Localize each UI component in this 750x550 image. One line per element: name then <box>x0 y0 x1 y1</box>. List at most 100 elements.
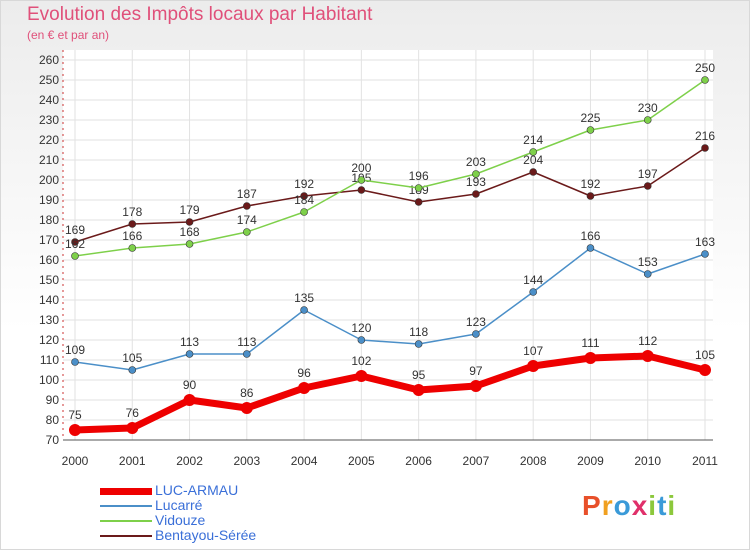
legend-label: Bentayou-Sérée <box>155 527 257 543</box>
data-point <box>300 192 308 200</box>
data-point <box>529 168 537 176</box>
data-point <box>701 76 709 84</box>
y-tick-label: 90 <box>46 393 60 407</box>
data-label: 105 <box>695 348 715 362</box>
chart-title: Evolution des Impôts locaux par Habitant <box>27 4 373 25</box>
data-point <box>701 250 709 258</box>
data-point <box>643 270 652 278</box>
data-label: 163 <box>695 235 715 249</box>
data-point <box>300 306 308 314</box>
brand-letter: r <box>601 490 614 521</box>
x-tick-label: 2002 <box>176 454 203 468</box>
x-tick-label: 2005 <box>348 454 375 468</box>
brand-letter: t <box>657 490 668 521</box>
data-label: 153 <box>638 255 658 269</box>
x-tick-label: 2010 <box>634 454 661 468</box>
legend-swatch <box>100 487 152 495</box>
data-label: 169 <box>65 223 85 237</box>
data-point <box>584 352 597 364</box>
data-point <box>183 394 196 406</box>
data-point <box>126 422 139 434</box>
chart-subtitle: (en € et par an) <box>27 28 110 42</box>
data-point <box>586 192 595 200</box>
data-label: 203 <box>466 155 486 169</box>
data-label: 135 <box>294 291 314 305</box>
data-label: 109 <box>65 343 85 357</box>
data-point <box>298 382 311 394</box>
y-tick-label: 130 <box>39 313 59 327</box>
x-tick-label: 2003 <box>233 454 260 468</box>
data-label: 168 <box>180 225 200 239</box>
data-label: 86 <box>240 386 254 400</box>
data-point <box>71 238 79 246</box>
data-point <box>243 350 251 358</box>
data-point <box>529 288 537 296</box>
brand-letter: x <box>631 490 649 521</box>
brand-logo: Proxiti <box>582 490 676 522</box>
data-point <box>472 330 480 338</box>
y-tick-label: 250 <box>39 73 59 87</box>
data-label: 107 <box>523 344 543 358</box>
data-point <box>414 184 423 192</box>
data-point <box>643 116 652 124</box>
data-point <box>69 424 81 436</box>
data-label: 200 <box>351 161 371 175</box>
y-tick-label: 200 <box>39 173 59 187</box>
data-label: 118 <box>409 325 428 339</box>
data-label: 123 <box>466 315 486 329</box>
data-label: 113 <box>237 335 256 349</box>
data-point <box>71 252 79 260</box>
data-label: 105 <box>122 351 142 365</box>
y-tick-label: 110 <box>40 353 59 367</box>
data-label: 197 <box>638 167 658 181</box>
y-tick-label: 120 <box>39 333 59 347</box>
y-tick-label: 70 <box>46 433 60 447</box>
data-label: 166 <box>580 229 600 243</box>
series-line <box>74 247 706 371</box>
data-label: 75 <box>68 408 82 422</box>
y-tick-label: 170 <box>39 233 59 247</box>
data-point <box>128 244 137 252</box>
data-point <box>469 380 482 392</box>
data-label: 102 <box>351 354 371 368</box>
data-point <box>185 350 194 358</box>
data-point <box>414 198 423 206</box>
data-label: 193 <box>466 175 486 189</box>
x-tick-label: 2006 <box>405 454 432 468</box>
data-point <box>701 144 709 152</box>
x-tick-label: 2009 <box>577 454 604 468</box>
data-label: 216 <box>695 129 715 143</box>
series-line <box>74 147 706 243</box>
data-label: 144 <box>523 273 543 287</box>
data-label: 113 <box>180 335 199 349</box>
legend-swatch <box>100 535 152 537</box>
x-tick-label: 2000 <box>62 454 89 468</box>
data-label: 184 <box>294 193 314 207</box>
x-tick-label: 2004 <box>291 454 318 468</box>
data-point <box>357 186 366 194</box>
brand-letter: i <box>648 490 658 521</box>
data-point <box>71 358 79 366</box>
y-tick-label: 210 <box>39 153 59 167</box>
data-point <box>414 340 423 348</box>
data-label: 178 <box>122 205 142 219</box>
legend-swatch <box>100 520 152 522</box>
data-label: 96 <box>297 366 311 380</box>
data-point <box>699 364 711 376</box>
data-label: 230 <box>638 101 658 115</box>
series-line <box>74 79 706 257</box>
data-label: 112 <box>638 334 657 348</box>
data-label: 90 <box>183 378 197 392</box>
data-point <box>412 384 425 396</box>
data-label: 97 <box>469 364 483 378</box>
y-tick-label: 160 <box>39 253 59 267</box>
data-label: 225 <box>580 111 600 125</box>
data-label: 187 <box>237 187 257 201</box>
y-tick-label: 140 <box>39 293 59 307</box>
y-tick-label: 240 <box>39 93 59 107</box>
x-tick-label: 2001 <box>119 454 146 468</box>
data-point <box>128 366 137 374</box>
data-point <box>243 228 251 236</box>
data-label: 166 <box>122 229 142 243</box>
y-tick-label: 180 <box>39 213 59 227</box>
